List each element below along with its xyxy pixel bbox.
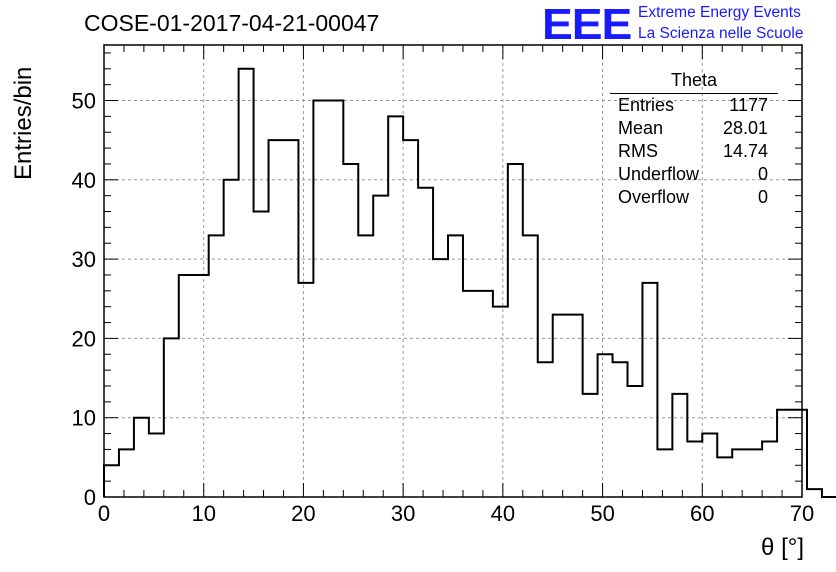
histogram-bin bbox=[792, 410, 807, 497]
histogram-bin bbox=[254, 212, 269, 497]
y-tick-label: 0 bbox=[84, 485, 96, 510]
y-tick-label: 40 bbox=[72, 168, 96, 193]
histogram-bin bbox=[463, 291, 478, 497]
histogram-bin bbox=[418, 188, 433, 497]
stats-label: Entries bbox=[618, 95, 675, 115]
stats-row-overflow: Overflow 0 bbox=[610, 186, 778, 209]
stats-value: 1177 bbox=[729, 95, 768, 115]
histogram-bin bbox=[373, 196, 388, 497]
histogram-bin bbox=[762, 441, 777, 497]
histogram-bin bbox=[702, 434, 717, 497]
stats-label: Mean bbox=[618, 118, 664, 138]
eee-logo: EEE bbox=[542, 0, 632, 49]
histogram-bin bbox=[553, 315, 568, 497]
histogram-bin bbox=[448, 235, 463, 497]
histogram-bin bbox=[388, 116, 403, 497]
histogram-bin bbox=[657, 449, 672, 497]
histogram-bin bbox=[239, 69, 254, 497]
x-tick-label: 10 bbox=[191, 501, 215, 526]
histogram-bin bbox=[194, 275, 209, 497]
stats-row-mean: Mean 28.01 bbox=[610, 117, 778, 140]
histogram-bin bbox=[313, 101, 328, 497]
histogram-bin bbox=[538, 362, 553, 497]
histogram-bin bbox=[732, 449, 747, 497]
histogram-bin bbox=[672, 394, 687, 497]
histogram-bin bbox=[119, 449, 134, 497]
x-tick-label: 30 bbox=[391, 501, 415, 526]
histogram-bin bbox=[613, 362, 628, 497]
y-tick-label: 50 bbox=[72, 89, 96, 114]
histogram-bin bbox=[717, 457, 732, 497]
histogram-bin bbox=[478, 291, 493, 497]
stats-row-entries: Entries 1177 bbox=[610, 94, 778, 117]
stats-row-rms: RMS 14.74 bbox=[610, 140, 778, 163]
histogram-bin bbox=[598, 354, 613, 497]
histogram-bin bbox=[628, 386, 643, 497]
histogram-bin bbox=[493, 307, 508, 497]
histogram-bin bbox=[642, 283, 657, 497]
x-tick-label: 60 bbox=[690, 501, 714, 526]
x-tick-label: 0 bbox=[98, 501, 110, 526]
histogram-bin bbox=[149, 434, 164, 497]
histogram-bin bbox=[687, 441, 702, 497]
stats-value: 0 bbox=[757, 187, 768, 207]
y-tick-label: 20 bbox=[72, 326, 96, 351]
histogram-bin bbox=[298, 283, 313, 497]
logo-line-1: Extreme Energy Events bbox=[638, 4, 801, 21]
stats-box: Theta Entries 1177 Mean 28.01 RMS 14.74 … bbox=[610, 70, 778, 209]
histogram-bin bbox=[343, 164, 358, 497]
stats-label: Underflow bbox=[618, 164, 700, 184]
y-tick-label: 10 bbox=[72, 406, 96, 431]
histogram-bin bbox=[747, 449, 762, 497]
histogram-bin bbox=[283, 140, 298, 497]
histogram-series-line bbox=[103, 67, 836, 498]
stats-title: Theta bbox=[610, 70, 778, 94]
logo-line-2: La Scienza nelle Scuole bbox=[638, 25, 804, 42]
plot-frame bbox=[103, 44, 803, 498]
x-tick-label: 20 bbox=[291, 501, 315, 526]
x-axis-label: θ [°] bbox=[761, 534, 804, 561]
histogram-bin bbox=[403, 140, 418, 497]
stats-value: 0 bbox=[757, 164, 768, 184]
histogram-bin bbox=[179, 275, 194, 497]
x-tick-label: 70 bbox=[790, 501, 814, 526]
histogram-bin bbox=[568, 315, 583, 497]
histogram-bin bbox=[358, 235, 373, 497]
histogram-bin bbox=[807, 489, 822, 497]
histogram-bin bbox=[328, 101, 343, 497]
y-axis-label: Entries/bin bbox=[10, 66, 37, 180]
histogram-bin bbox=[433, 259, 448, 497]
histogram-bin bbox=[209, 235, 224, 497]
chart-title: COSE-01-2017-04-21-00047 bbox=[84, 10, 380, 36]
histogram-bin bbox=[523, 235, 538, 497]
histogram-bin bbox=[269, 140, 284, 497]
histogram-bin bbox=[508, 164, 523, 497]
x-tick-label: 50 bbox=[590, 501, 614, 526]
stats-value: 14.74 bbox=[722, 141, 768, 161]
stats-label: RMS bbox=[618, 141, 658, 161]
stats-value: 28.01 bbox=[722, 118, 768, 138]
stats-row-underflow: Underflow 0 bbox=[610, 163, 778, 186]
histogram-bin bbox=[777, 410, 792, 497]
stats-label: Overflow bbox=[618, 187, 690, 207]
x-tick-label: 40 bbox=[491, 501, 515, 526]
histogram-bin bbox=[134, 418, 149, 497]
y-tick-label: 30 bbox=[72, 247, 96, 272]
histogram-bin bbox=[583, 394, 598, 497]
